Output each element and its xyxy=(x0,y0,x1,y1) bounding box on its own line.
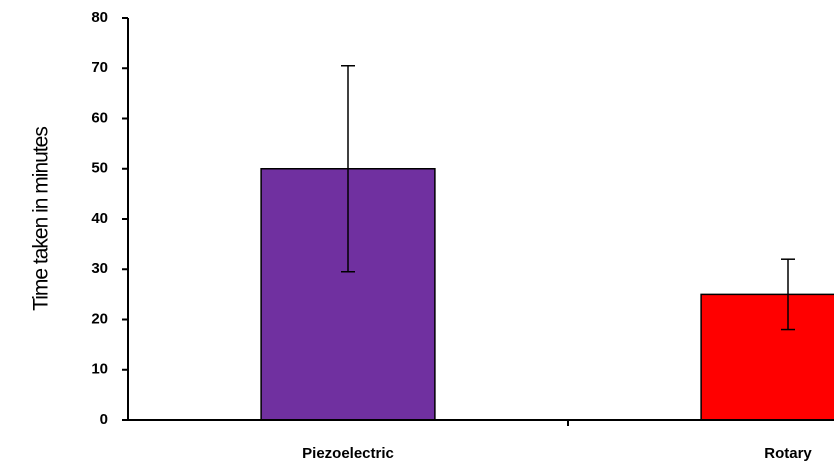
error-bar xyxy=(781,258,795,331)
y-tick-label: 70 xyxy=(91,59,108,76)
x-tick-label: Piezoelectric xyxy=(302,445,394,462)
y-tick-label: 60 xyxy=(91,109,108,126)
y-tick-label: 80 xyxy=(91,9,108,26)
y-tick-label: 30 xyxy=(91,260,108,277)
y-axis-label: Time taken in minutes xyxy=(30,127,53,311)
x-tick-label: Rotary xyxy=(764,445,812,462)
y-tick-label: 10 xyxy=(91,361,108,378)
error-bar xyxy=(341,64,355,273)
y-tick-label: 0 xyxy=(100,411,108,428)
y-tick-label: 20 xyxy=(91,310,108,327)
y-tick-label: 50 xyxy=(91,160,108,177)
bar xyxy=(700,293,834,421)
y-tick-label: 40 xyxy=(91,210,108,227)
